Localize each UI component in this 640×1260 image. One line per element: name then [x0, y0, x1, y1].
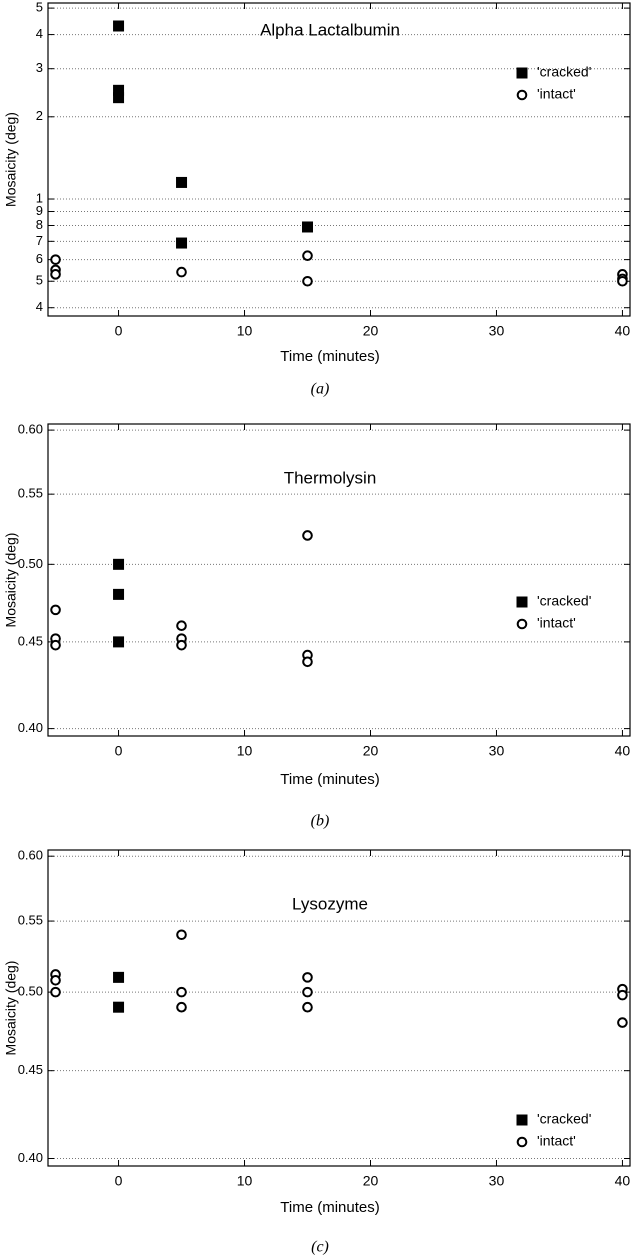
marker [50, 269, 61, 280]
plot-frame [47, 423, 631, 737]
x-tick-label: 10 [237, 323, 253, 339]
legend-label: 'intact' [537, 615, 576, 631]
marker [617, 275, 628, 287]
caption: (a) [311, 381, 330, 398]
marker [113, 84, 125, 96]
y-tick-label: 0.50 [18, 984, 43, 999]
marker [302, 530, 313, 541]
marker [176, 620, 187, 632]
x-tick-label: 40 [615, 743, 631, 759]
legend-marker [516, 1114, 528, 1126]
marker [113, 20, 125, 32]
legend-label: 'intact' [537, 1133, 576, 1149]
marker [176, 986, 187, 998]
legend-marker [516, 596, 528, 608]
caption: (c) [311, 1239, 329, 1256]
legend-label: 'cracked' [537, 64, 591, 80]
y-tick-label: 9 [36, 203, 43, 218]
x-tick-label: 0 [115, 743, 123, 759]
plot-frame [47, 2, 631, 317]
y-tick-label: 1 [36, 190, 43, 205]
y-tick-label: 0.45 [18, 633, 43, 648]
marker [113, 588, 125, 600]
x-tick-label: 30 [489, 743, 505, 759]
y-tick-label: 6 [36, 251, 43, 266]
y-tick-label: 2 [36, 108, 43, 123]
x-tick-label: 20 [363, 323, 379, 339]
y-tick-label: 3 [36, 60, 43, 75]
marker [617, 989, 628, 1001]
y-tick-label: 0.40 [18, 720, 43, 735]
x-tick-label: 0 [115, 1173, 123, 1189]
x-tick-label: 30 [489, 1173, 505, 1189]
marker [302, 986, 313, 998]
caption: (b) [311, 813, 330, 830]
y-tick-label: 0.55 [18, 486, 43, 501]
marker [113, 1001, 125, 1013]
y-tick-label: 0.60 [18, 848, 43, 863]
marker [302, 972, 313, 983]
marker [176, 176, 188, 188]
y-tick-label: 5 [36, 0, 43, 15]
marker [50, 974, 61, 986]
marker [176, 639, 187, 651]
marker [113, 558, 125, 570]
plot-frame [47, 849, 631, 1167]
x-tick-label: 40 [615, 1173, 631, 1189]
y-tick-label: 8 [36, 217, 43, 232]
chart-title: Alpha Lactalbumin [260, 20, 400, 39]
marker [50, 604, 61, 616]
marker [50, 254, 61, 265]
x-axis-label: Time (minutes) [280, 771, 379, 788]
y-tick-label: 0.50 [18, 556, 43, 571]
legend-marker [516, 67, 528, 79]
y-tick-label: 4 [36, 299, 43, 314]
y-tick-label: 0.55 [18, 913, 43, 928]
marker [302, 1001, 313, 1013]
marker [50, 986, 61, 998]
x-tick-label: 40 [615, 323, 631, 339]
y-axis-label: Mosaicity (deg) [3, 533, 19, 628]
marker [617, 1017, 628, 1028]
chart-title: Thermolysin [284, 468, 377, 487]
y-tick-label: 0.45 [18, 1062, 43, 1077]
marker [113, 636, 125, 648]
y-tick-label: 0.60 [18, 422, 43, 437]
y-tick-label: 0.40 [18, 1150, 43, 1165]
legend-label: 'cracked' [537, 1111, 591, 1127]
x-tick-label: 20 [363, 743, 379, 759]
legend-marker [516, 89, 528, 101]
marker [176, 929, 187, 941]
marker [302, 656, 313, 668]
x-tick-label: 30 [489, 323, 505, 339]
marker [176, 1001, 187, 1013]
x-axis-label: Time (minutes) [280, 1199, 379, 1216]
legend-marker [516, 618, 528, 630]
marker [302, 221, 314, 233]
marker [113, 971, 125, 983]
x-tick-label: 0 [115, 323, 123, 339]
marker [176, 237, 188, 249]
legend-label: 'intact' [537, 86, 576, 102]
y-tick-label: 4 [36, 26, 43, 41]
y-tick-label: 5 [36, 273, 43, 288]
chart-title: Lysozyme [292, 894, 368, 913]
marker [50, 639, 61, 651]
marker [176, 266, 187, 278]
y-tick-label: 7 [36, 233, 43, 248]
x-tick-label: 10 [237, 743, 253, 759]
y-axis-label: Mosaicity (deg) [3, 112, 19, 207]
marker [302, 275, 313, 287]
legend-marker [516, 1136, 528, 1148]
x-axis-label: Time (minutes) [280, 348, 379, 365]
legend-label: 'cracked' [537, 593, 591, 609]
marker [302, 250, 313, 262]
y-axis-label: Mosaicity (deg) [3, 961, 19, 1056]
marker [113, 92, 125, 104]
x-tick-label: 10 [237, 1173, 253, 1189]
x-tick-label: 20 [363, 1173, 379, 1189]
